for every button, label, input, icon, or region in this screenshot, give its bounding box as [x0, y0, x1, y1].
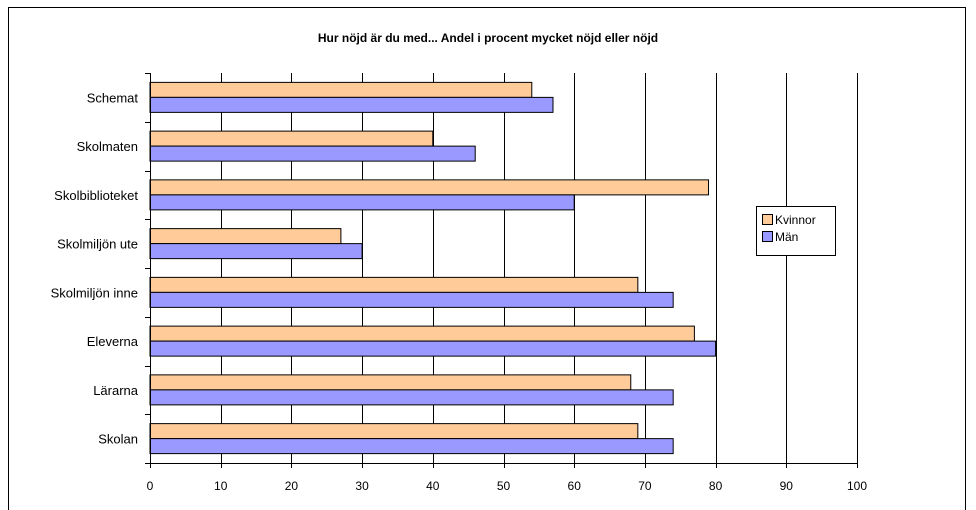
x-tick-label: 60 — [568, 479, 582, 493]
bar — [149, 145, 476, 162]
x-tick-label: 40 — [426, 479, 440, 493]
bar — [149, 438, 674, 455]
x-tick-label: 50 — [497, 479, 511, 493]
y-tick-label: Skolmaten — [77, 139, 138, 154]
legend: Kvinnor Män — [756, 206, 836, 256]
x-tick-label: 0 — [147, 479, 154, 493]
bar — [149, 340, 717, 357]
x-tick-label: 100 — [847, 479, 867, 493]
y-tick-label: Lärarna — [93, 383, 139, 398]
bar — [149, 423, 639, 440]
y-tick-label: Skolbiblioteket — [54, 188, 138, 203]
legend-label-kvinnor: Kvinnor — [775, 212, 816, 227]
x-tick-label: 90 — [780, 479, 794, 493]
legend-item-kvinnor: Kvinnor — [762, 211, 835, 228]
y-tick-label: Skolan — [98, 432, 138, 447]
y-tick-label: Schemat — [87, 90, 139, 105]
bar — [149, 276, 639, 293]
y-tick-label: Skolmiljön ute — [57, 237, 138, 252]
x-tick-label: 30 — [355, 479, 369, 493]
legend-label-man: Män — [775, 229, 799, 244]
x-tick-label: 10 — [214, 479, 228, 493]
bar — [149, 389, 674, 406]
x-tick-label: 70 — [638, 479, 652, 493]
bar — [149, 179, 710, 196]
legend-swatch-kvinnor — [762, 214, 773, 225]
bar — [149, 81, 533, 98]
y-tick-label: Eleverna — [87, 334, 139, 349]
chart-title: Hur nöjd är du med... Andel i procent my… — [317, 31, 659, 45]
legend-swatch-man — [762, 231, 773, 242]
bar — [149, 325, 695, 342]
bar — [149, 96, 554, 113]
bar — [149, 130, 434, 147]
bar — [149, 228, 342, 245]
bar — [149, 374, 632, 391]
bar — [149, 194, 575, 211]
y-tick-label: Skolmiljön inne — [51, 285, 138, 300]
x-tick-label: 20 — [285, 479, 299, 493]
bar — [149, 291, 674, 308]
bar — [149, 243, 363, 260]
x-tick-label: 80 — [709, 479, 723, 493]
legend-item-man: Män — [762, 228, 835, 245]
